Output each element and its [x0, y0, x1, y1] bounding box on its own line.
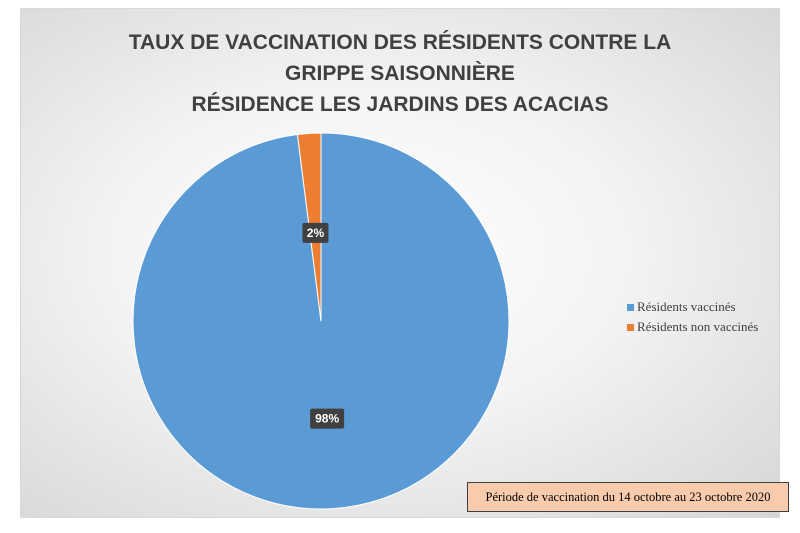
data-label-box: [302, 222, 329, 243]
legend-item-vaccinated: Résidents vaccinés: [627, 297, 758, 317]
legend-label-not-vaccinated: Résidents non vaccinés: [637, 319, 759, 334]
legend-swatch-not-vaccinated: [627, 323, 634, 331]
data-label-text: 2%: [307, 226, 325, 240]
legend-item-not-vaccinated: Résidents non vaccinés: [627, 317, 758, 337]
legend-label-vaccinated: Résidents vaccinés: [637, 299, 736, 314]
chart-title: TAUX DE VACCINATION DES RÉSIDENTS CONTRE…: [21, 27, 779, 120]
chart-title-line-1: TAUX DE VACCINATION DES RÉSIDENTS CONTRE…: [128, 31, 672, 54]
vaccination-period-note: Période de vaccination du 14 octobre au …: [467, 482, 789, 512]
data-label-not-vaccinated: 2%: [302, 222, 329, 243]
chart-area: TAUX DE VACCINATION DES RÉSIDENTS CONTRE…: [20, 8, 789, 518]
data-label-vaccinated: 98%: [310, 408, 345, 429]
legend: Résidents vaccinés Résidents non vacciné…: [627, 297, 758, 337]
legend-swatch-vaccinated: [627, 303, 634, 311]
chart-title-line-2: GRIPPE SAISONNIÈRE: [285, 62, 515, 85]
data-label-box: [310, 408, 345, 429]
chart-title-line-3: RÉSIDENCE LES JARDINS DES ACACIAS: [191, 93, 609, 116]
data-label-text: 98%: [315, 412, 339, 426]
pie-chart: 98% 2%: [132, 132, 510, 510]
